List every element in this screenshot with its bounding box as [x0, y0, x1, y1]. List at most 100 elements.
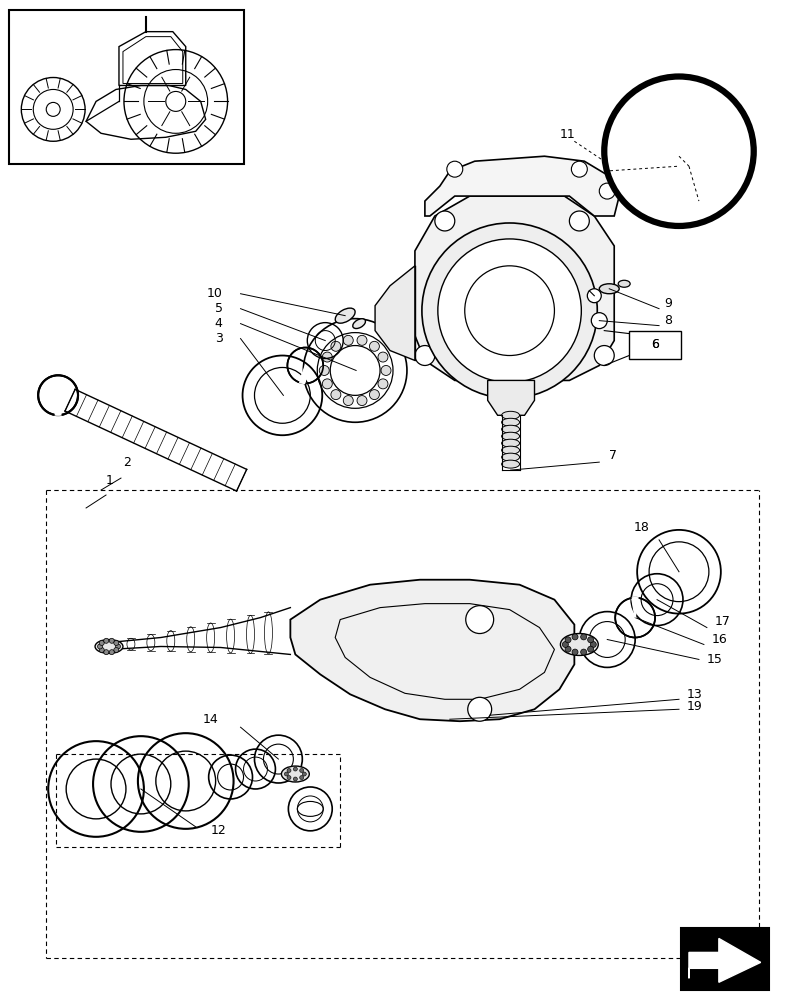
Polygon shape [290, 580, 574, 721]
Circle shape [370, 341, 379, 351]
Circle shape [370, 390, 379, 400]
Ellipse shape [619, 280, 630, 287]
Circle shape [570, 211, 589, 231]
Circle shape [468, 697, 492, 721]
Text: 2: 2 [123, 456, 131, 469]
Circle shape [287, 769, 291, 773]
Ellipse shape [502, 418, 519, 426]
Circle shape [284, 772, 288, 776]
Circle shape [293, 767, 297, 771]
Circle shape [594, 346, 614, 365]
Text: 1: 1 [106, 474, 114, 487]
Circle shape [572, 649, 578, 655]
Text: 12: 12 [210, 824, 226, 837]
Text: 18: 18 [634, 521, 649, 534]
Circle shape [435, 211, 455, 231]
Circle shape [381, 365, 391, 375]
Circle shape [572, 634, 578, 640]
Circle shape [447, 161, 463, 177]
Text: 6: 6 [651, 338, 659, 351]
Polygon shape [375, 266, 415, 360]
Circle shape [415, 346, 435, 365]
Text: 14: 14 [203, 713, 218, 726]
Wedge shape [632, 598, 638, 618]
Ellipse shape [353, 319, 366, 329]
Ellipse shape [502, 446, 519, 454]
Circle shape [104, 650, 109, 655]
Circle shape [293, 777, 297, 781]
Circle shape [466, 606, 493, 634]
Circle shape [581, 634, 586, 640]
Ellipse shape [502, 453, 519, 461]
Wedge shape [299, 365, 305, 383]
Circle shape [571, 161, 587, 177]
Bar [9, 10, 243, 164]
Text: 15: 15 [707, 653, 723, 666]
Circle shape [99, 640, 104, 645]
Ellipse shape [502, 439, 519, 447]
Circle shape [110, 650, 114, 655]
Polygon shape [415, 196, 614, 380]
Circle shape [599, 183, 615, 199]
Circle shape [357, 396, 367, 406]
Text: 5: 5 [214, 302, 222, 315]
Polygon shape [488, 380, 534, 415]
Circle shape [588, 637, 593, 643]
Circle shape [587, 289, 601, 303]
Circle shape [322, 352, 333, 362]
Circle shape [438, 239, 582, 382]
Text: 16: 16 [712, 633, 727, 646]
Ellipse shape [560, 634, 598, 655]
Circle shape [331, 341, 341, 351]
Circle shape [98, 644, 102, 649]
Circle shape [99, 648, 104, 652]
Text: 17: 17 [715, 615, 730, 628]
Ellipse shape [502, 425, 519, 433]
Text: 11: 11 [559, 128, 575, 141]
Ellipse shape [95, 640, 123, 653]
Circle shape [303, 772, 307, 776]
Ellipse shape [502, 411, 519, 419]
Circle shape [591, 313, 608, 329]
Circle shape [104, 638, 109, 643]
Text: 10: 10 [206, 287, 222, 300]
Circle shape [331, 390, 341, 400]
Circle shape [581, 649, 586, 655]
Circle shape [590, 641, 597, 647]
Polygon shape [689, 938, 760, 982]
Bar [681, 928, 768, 990]
Ellipse shape [502, 460, 519, 468]
Circle shape [299, 769, 303, 773]
Circle shape [287, 776, 291, 780]
Circle shape [344, 396, 353, 406]
Circle shape [113, 648, 119, 652]
Circle shape [299, 776, 303, 780]
Circle shape [565, 646, 571, 652]
Ellipse shape [599, 284, 619, 294]
Ellipse shape [502, 432, 519, 440]
Text: 13: 13 [687, 688, 703, 701]
Text: 8: 8 [664, 314, 672, 327]
Circle shape [378, 352, 388, 362]
Circle shape [319, 365, 329, 375]
Bar [629, 331, 681, 359]
Circle shape [322, 379, 333, 389]
Circle shape [357, 335, 367, 345]
Circle shape [344, 335, 353, 345]
Wedge shape [54, 395, 61, 415]
Circle shape [113, 640, 119, 645]
Circle shape [565, 637, 571, 643]
Circle shape [116, 644, 121, 649]
Circle shape [422, 223, 597, 398]
Circle shape [110, 638, 114, 643]
Text: 4: 4 [215, 317, 222, 330]
Ellipse shape [281, 766, 310, 782]
Circle shape [588, 646, 593, 652]
Polygon shape [425, 156, 619, 216]
Ellipse shape [335, 308, 355, 323]
Text: 9: 9 [664, 297, 672, 310]
Text: 6: 6 [651, 338, 659, 351]
Text: 3: 3 [215, 332, 222, 345]
Text: 7: 7 [609, 449, 617, 462]
Circle shape [563, 641, 568, 647]
